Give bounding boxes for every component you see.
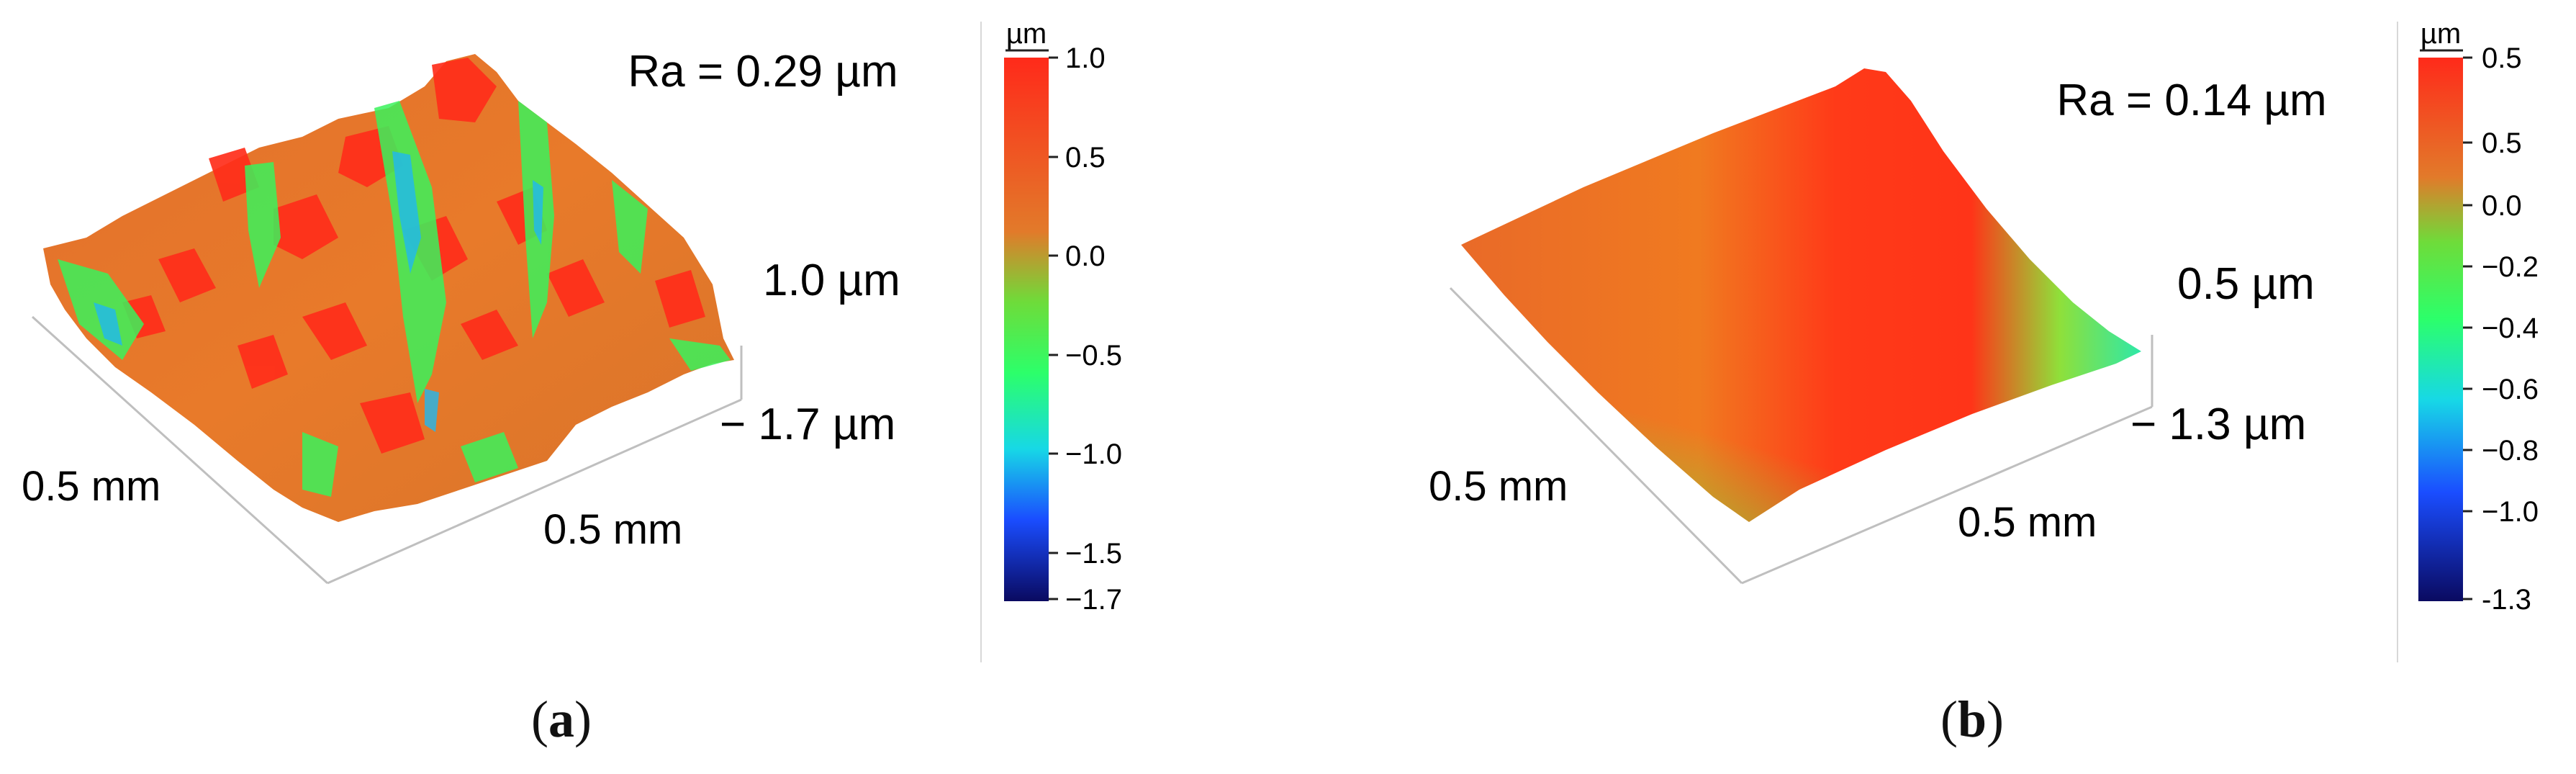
panel-b-divider xyxy=(2397,22,2398,662)
panel-b-letter: b xyxy=(1957,690,1987,748)
caption-paren-open: ( xyxy=(531,690,548,748)
panel-a-colorbar-tick: −0.5 xyxy=(1065,340,1122,372)
caption-paren-close: ) xyxy=(574,690,592,748)
panel-a-colorbar-gradient xyxy=(1004,58,1049,601)
panel-b-x-dimension-label: 0.5 mm xyxy=(1429,463,1568,510)
panel-a-divider xyxy=(980,22,982,662)
panel-b-z-bottom-label: − 1.3 µm xyxy=(2130,400,2306,449)
panel-b-colorbar-tick: −0.8 xyxy=(2482,435,2539,467)
panel-a-x-axis-line xyxy=(31,315,329,585)
panel-a-z-bottom-label: − 1.7 µm xyxy=(720,400,895,449)
panel-b-colorbar: µm 0.5 0.5 0.0 −0.2 −0.4 −0.6 −0.8 −1.0 … xyxy=(2418,18,2539,616)
panel-b-caption: (b) xyxy=(1915,690,2030,750)
panel-b-colorbar-tick: 0.5 xyxy=(2482,127,2522,159)
panel-a-colorbar-tick: −1.5 xyxy=(1065,538,1122,570)
panel-a-ra-label: Ra = 0.29 µm xyxy=(628,47,898,96)
panel-a-colorbar-tick: −1.0 xyxy=(1065,438,1122,470)
panel-a-y-axis-line xyxy=(327,398,742,585)
panel-b-colorbar-tick: −0.2 xyxy=(2482,251,2539,283)
panel-b-colorbar-tick: −0.4 xyxy=(2482,312,2539,344)
panel-b-colorbar-tick: −0.6 xyxy=(2482,374,2539,405)
panel-b-colorbar-tick: −1.0 xyxy=(2482,496,2539,528)
panel-b-colorbar-tick: -1.3 xyxy=(2482,584,2531,616)
caption-paren-close: ) xyxy=(1987,690,2004,748)
panel-a-colorbar: µm 1.0 0.5 0.0 −0.5 −1.0 −1.5 −1.7 xyxy=(1004,18,1122,616)
panel-b-colorbar-tick: 0.5 xyxy=(2482,42,2522,74)
panel-a-caption: (a) xyxy=(504,690,619,750)
panel-b-y-dimension-label: 0.5 mm xyxy=(1958,499,2097,546)
panel-b-z-top-label: 0.5 µm xyxy=(2177,259,2315,309)
panel-a-x-dimension-label: 0.5 mm xyxy=(22,463,161,510)
panel-a-y-dimension-label: 0.5 mm xyxy=(543,506,682,553)
panel-b-surface-shading xyxy=(1461,245,1843,522)
panel-a-z-top-label: 1.0 µm xyxy=(763,256,900,305)
panel-a-colorbar-tick: −1.7 xyxy=(1065,584,1122,616)
panel-a-colorbar-tick: 0.5 xyxy=(1065,142,1106,174)
panel-a-surface-plot: Ra = 0.29 µm 1.0 µm − 1.7 µm 0.5 mm 0.5 … xyxy=(22,47,900,585)
panel-a-deep-valleys xyxy=(94,151,543,432)
panel-b-y-axis-line xyxy=(1741,405,2153,585)
panel-a-colorbar-tick: 1.0 xyxy=(1065,42,1106,74)
panel-b-colorbar-gradient xyxy=(2418,58,2463,601)
caption-paren-open: ( xyxy=(1940,690,1958,748)
panel-a-colorbar-unit: µm xyxy=(1006,18,1047,50)
panel-b-colorbar-tick: 0.0 xyxy=(2482,190,2522,222)
panel-b-ra-label: Ra = 0.14 µm xyxy=(2056,76,2326,125)
panel-a-letter: a xyxy=(548,690,574,748)
panel-b-surface-plot: Ra = 0.14 µm 0.5 µm − 1.3 µm 0.5 mm 0.5 … xyxy=(1429,68,2327,585)
panel-a-colorbar-tick: 0.0 xyxy=(1065,240,1106,272)
panel-b-colorbar-unit: µm xyxy=(2421,18,2461,50)
panel-b-x-axis-line xyxy=(1449,287,1743,585)
